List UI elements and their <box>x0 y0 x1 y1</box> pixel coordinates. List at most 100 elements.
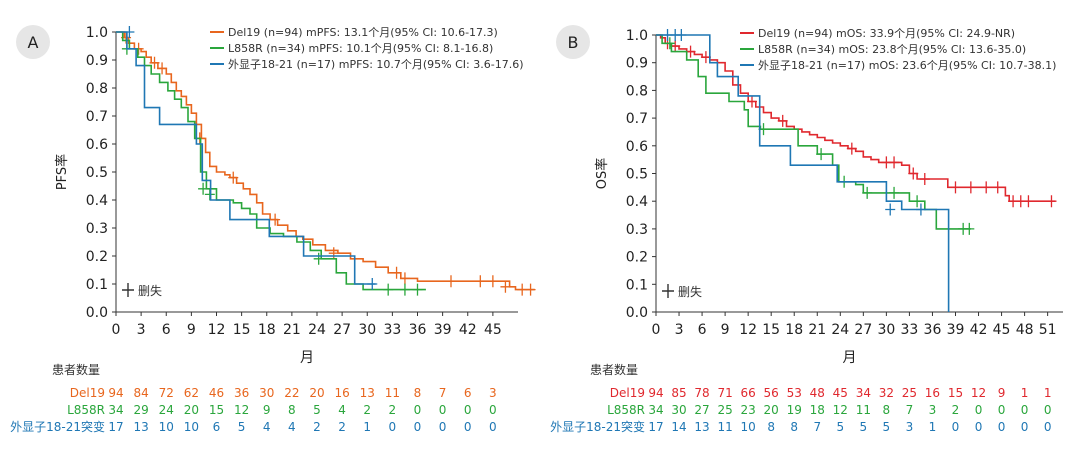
legend-entry: 外显子18-21 (n=17) mPFS: 10.7个月(95% CI: 3.6… <box>228 58 524 71</box>
x-tick-label: 6 <box>162 322 171 338</box>
risk-count: 0 <box>1021 403 1029 417</box>
risk-count: 13 <box>360 386 375 400</box>
risk-count: 2 <box>363 403 371 417</box>
risk-count: 5 <box>860 420 868 434</box>
risk-row-label: L858R <box>67 403 105 417</box>
y-axis-label: OS率 <box>594 158 610 190</box>
censor-mark <box>885 203 896 216</box>
risk-count: 16 <box>334 386 349 400</box>
x-tick-label: 36 <box>409 322 427 338</box>
censor-mark <box>399 283 410 296</box>
y-tick-label: 1.0 <box>86 25 108 41</box>
risk-count: 66 <box>741 386 756 400</box>
risk-count: 1 <box>1021 386 1029 400</box>
x-tick-label: 6 <box>698 322 707 338</box>
y-tick-label: 0.8 <box>626 83 648 99</box>
x-tick-label: 39 <box>947 322 965 338</box>
x-tick-label: 27 <box>854 322 872 338</box>
risk-count: 36 <box>234 386 249 400</box>
risk-count: 84 <box>133 386 148 400</box>
legend-entry: Del19 (n=94) mPFS: 13.1个月(95% CI: 10.6-1… <box>228 26 498 39</box>
risk-count: 6 <box>464 386 472 400</box>
risk-count: 45 <box>833 386 848 400</box>
x-tick-label: 9 <box>721 322 730 338</box>
censor-mark <box>198 182 209 195</box>
risk-count: 7 <box>906 403 914 417</box>
panel-a-badge <box>16 25 50 59</box>
censor-mark <box>862 186 873 199</box>
risk-table-header: 患者数量 <box>52 362 100 377</box>
censor-mark <box>475 275 486 288</box>
risk-count: 12 <box>234 403 249 417</box>
censor-mark <box>383 283 394 296</box>
censor-mark <box>525 283 536 296</box>
x-tick-label: 48 <box>1016 322 1034 338</box>
km-curve-L858R <box>116 31 426 291</box>
risk-count: 5 <box>883 420 891 434</box>
censor-mark <box>328 247 339 260</box>
censor-mark <box>313 252 324 265</box>
risk-count: 25 <box>902 386 917 400</box>
risk-table-header: 患者数量 <box>590 362 638 377</box>
censor-mark <box>777 114 788 127</box>
legend-entry: L858R (n=34) mOS: 23.8个月(95% CI: 13.6-35… <box>758 43 1026 56</box>
censor-mark <box>965 181 976 194</box>
risk-count: 16 <box>925 386 940 400</box>
y-tick-label: 0.1 <box>86 277 108 293</box>
risk-count: 34 <box>108 403 123 417</box>
risk-count: 7 <box>439 386 447 400</box>
risk-count: 5 <box>313 403 321 417</box>
x-tick-label: 42 <box>970 322 988 338</box>
km-curve-外显子18-21 <box>116 31 376 285</box>
risk-count: 5 <box>238 420 246 434</box>
km-curve-外显子18-21 <box>656 34 950 312</box>
risk-count: 0 <box>464 420 472 434</box>
risk-count: 1 <box>929 420 937 434</box>
risk-count: 53 <box>787 386 802 400</box>
risk-count: 11 <box>856 403 871 417</box>
risk-count: 15 <box>209 403 224 417</box>
x-tick-label: 39 <box>434 322 452 338</box>
risk-count: 3 <box>929 403 937 417</box>
x-tick-label: 30 <box>358 322 376 338</box>
x-tick-label: 21 <box>808 322 826 338</box>
y-tick-label: 0.4 <box>86 193 108 209</box>
risk-count: 0 <box>1044 420 1052 434</box>
risk-count: 94 <box>108 386 123 400</box>
risk-count: 30 <box>259 386 274 400</box>
x-tick-label: 33 <box>383 322 401 338</box>
risk-count: 23 <box>741 403 756 417</box>
legend-entry: 外显子18-21 (n=17) mOS: 23.6个月(95% CI: 10.7… <box>758 59 1056 72</box>
risk-count: 8 <box>288 403 296 417</box>
risk-count: 4 <box>288 420 296 434</box>
censor-mark <box>157 62 168 75</box>
risk-count: 27 <box>694 403 709 417</box>
y-tick-label: 0.6 <box>86 137 108 153</box>
risk-count: 12 <box>833 403 848 417</box>
censor-mark <box>367 278 378 290</box>
risk-count: 34 <box>648 403 663 417</box>
risk-count: 46 <box>209 386 224 400</box>
censor-mark <box>964 222 975 235</box>
risk-count: 0 <box>489 403 497 417</box>
risk-count: 9 <box>263 403 271 417</box>
x-tick-label: 0 <box>652 322 661 338</box>
y-tick-label: 0.9 <box>626 56 648 72</box>
x-tick-label: 18 <box>258 322 276 338</box>
x-tick-label: 33 <box>901 322 919 338</box>
risk-count: 0 <box>389 420 397 434</box>
y-tick-label: 0.3 <box>626 222 648 238</box>
risk-count: 10 <box>741 420 756 434</box>
risk-count: 9 <box>998 386 1006 400</box>
x-tick-label: 3 <box>675 322 684 338</box>
risk-count: 10 <box>159 420 174 434</box>
censor-mark <box>664 37 675 50</box>
y-tick-label: 0.5 <box>86 165 108 181</box>
legend-entry: L858R (n=34) mPFS: 10.1个月(95% CI: 8.1-16… <box>228 42 493 55</box>
risk-count: 0 <box>414 420 422 434</box>
censor-mark <box>487 275 498 288</box>
y-tick-label: 0.0 <box>626 305 648 321</box>
km-chart-b: B0.00.10.20.30.40.50.60.70.80.91.00 3 6 9 12… <box>550 25 1063 434</box>
x-tick-label: 45 <box>484 322 502 338</box>
x-axis-label: 月 <box>843 350 857 366</box>
